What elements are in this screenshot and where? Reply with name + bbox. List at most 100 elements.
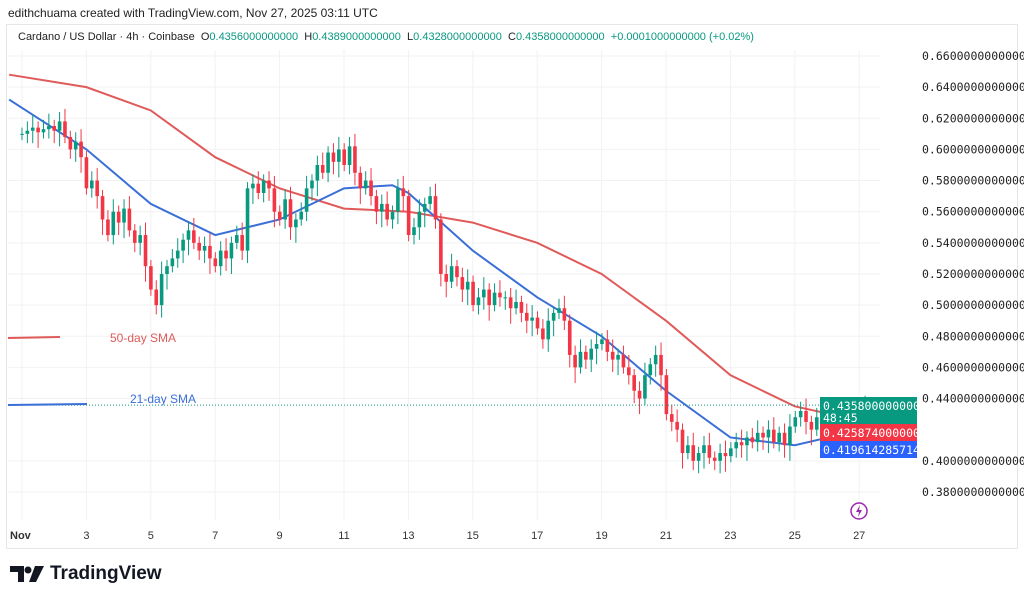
candle-body [702, 445, 706, 454]
symbol-name: Cardano / US Dollar · 4h · Coinbase [18, 31, 195, 43]
candle-body [240, 235, 244, 251]
candle-body [455, 266, 459, 278]
candle-body [288, 199, 293, 228]
sma50-legend-line [7, 336, 61, 339]
candle-body [401, 188, 406, 197]
price-tag-value: 0.4258740000000 [823, 426, 927, 440]
candle-body [320, 164, 325, 173]
candle-body [390, 211, 395, 220]
sma50-line [8, 73, 860, 422]
candle-body [202, 245, 207, 251]
candle-body [208, 245, 212, 259]
close-label: C [508, 31, 516, 43]
candle-body [47, 126, 51, 130]
candle-body [492, 292, 497, 306]
candle-body [353, 146, 357, 173]
candle-body [519, 302, 524, 313]
y-tick-label: 0.5600000000000 [922, 205, 1024, 219]
y-tick-label: 0.5000000000000 [922, 298, 1024, 312]
candle-body [256, 183, 261, 194]
candle-body [788, 426, 792, 446]
candle-body [111, 211, 116, 236]
candle-body [578, 351, 583, 368]
candle-body [551, 312, 556, 321]
candle-body [197, 242, 202, 251]
x-tick-label: 27 [853, 530, 865, 542]
candle-body [594, 344, 599, 349]
candle-body [772, 429, 776, 443]
candle-body [41, 129, 46, 133]
x-tick-label: 19 [595, 530, 607, 542]
candle-body [530, 317, 534, 321]
tradingview-logo[interactable]: TradingView [10, 563, 162, 585]
candle-body [428, 196, 432, 204]
candle-body [79, 141, 83, 158]
sma50-label: 50-day SMA [110, 331, 176, 345]
y-tick-label: 0.5200000000000 [922, 267, 1024, 281]
candle-body [52, 126, 57, 131]
candle-body [814, 417, 819, 430]
candle-body [154, 289, 159, 306]
candle-body [186, 230, 191, 240]
candle-body [315, 164, 320, 181]
candle-body [798, 410, 803, 418]
candle-body [610, 351, 615, 360]
price-tag-value: 0.4358000000000 [823, 399, 927, 413]
candle-body [782, 432, 787, 446]
candle-body [63, 121, 67, 137]
x-tick-label: 11 [338, 530, 349, 542]
candle-body [739, 442, 744, 446]
sma21-legend-line [7, 403, 88, 406]
candle-body [761, 432, 765, 438]
candle-body [84, 157, 89, 189]
candle-body [213, 258, 218, 267]
candle-body [562, 308, 567, 321]
x-tick-label: 21 [660, 530, 672, 542]
candle-body [406, 196, 411, 236]
x-tick-label: 9 [277, 530, 283, 542]
x-tick-label: 23 [724, 530, 736, 542]
candle-body [755, 432, 760, 443]
candle-body [25, 130, 30, 134]
candle-body [745, 437, 749, 446]
candle-body [57, 121, 62, 131]
candle-body [632, 375, 636, 391]
candle-body [229, 242, 234, 259]
candle-body [643, 375, 647, 399]
candle-body [143, 235, 148, 267]
candle-body [664, 375, 669, 415]
candle-body [627, 367, 631, 376]
candle-body [712, 457, 717, 461]
candle-body [90, 180, 94, 189]
candle-body [277, 211, 282, 220]
y-tick-label: 0.6200000000000 [922, 111, 1024, 125]
candle-body [30, 127, 35, 131]
candle-body [600, 339, 604, 345]
x-tick-label: 5 [148, 530, 154, 542]
candle-body [793, 417, 798, 427]
x-tick-label: 13 [402, 530, 414, 542]
candle-body [132, 230, 137, 243]
high-value: 0.4389000000000 [312, 31, 401, 43]
candle-body [192, 230, 196, 243]
y-tick-label: 0.5400000000000 [922, 236, 1024, 250]
candle-body [224, 250, 228, 259]
candle-body [471, 281, 475, 306]
candle-body [422, 203, 427, 212]
y-tick-label: 0.4400000000000 [922, 392, 1024, 406]
candle-body [659, 354, 663, 376]
x-tick-label: Nov [10, 530, 32, 542]
candle-body [589, 348, 594, 360]
candle-body [476, 297, 481, 306]
candle-body [379, 203, 384, 212]
candle-body [535, 317, 540, 329]
chart-credit: edithchuama created with TradingView.com… [8, 6, 378, 20]
candle-body [106, 219, 110, 236]
candle-body [245, 188, 250, 251]
candle-body [718, 453, 722, 461]
candle-body [439, 219, 443, 274]
candle-body [235, 235, 239, 243]
x-tick-label: 15 [467, 530, 479, 542]
close-value: 0.4358000000000 [515, 31, 605, 43]
